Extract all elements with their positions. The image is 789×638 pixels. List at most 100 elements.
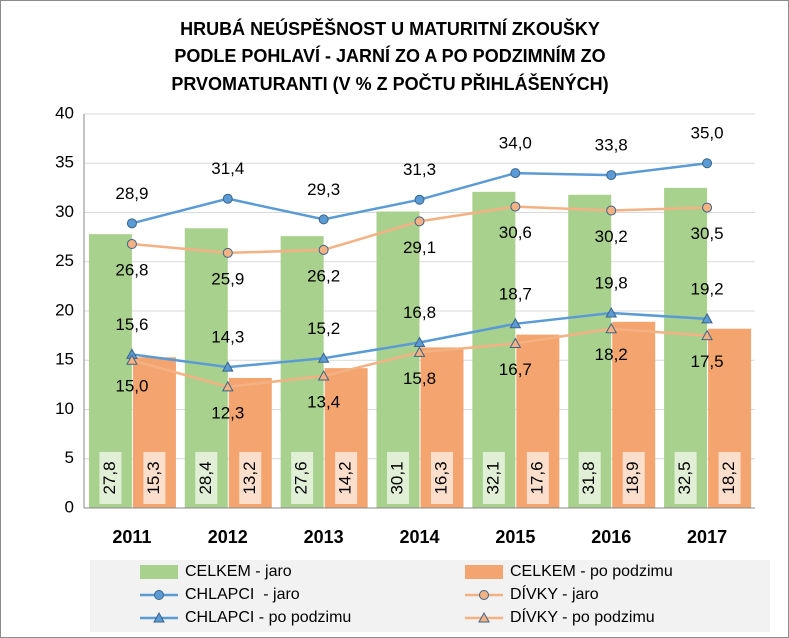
value-label: 16,7 <box>499 360 532 379</box>
value-label: 15,2 <box>307 319 340 338</box>
value-label: 13,4 <box>307 392 340 411</box>
y-tick-label: 40 <box>55 103 74 122</box>
value-label: 31,4 <box>211 159 244 178</box>
value-label-box <box>387 452 409 504</box>
value-label: 32,1 <box>483 461 502 494</box>
point <box>701 312 713 324</box>
chart-title: PRVOMATURANTI (V % Z POČTU PŘIHLÁŠENÝCH) <box>171 73 608 94</box>
point <box>221 380 234 392</box>
value-label: 12,3 <box>211 403 244 422</box>
point <box>509 337 522 349</box>
point <box>221 361 234 372</box>
point <box>510 201 521 212</box>
value-label-box <box>674 452 697 504</box>
value-label: 14,2 <box>336 461 355 494</box>
value-label: 15,6 <box>115 315 148 334</box>
value-label: 29,1 <box>403 238 436 257</box>
y-tick-label: 15 <box>55 350 74 369</box>
value-label: 18,7 <box>499 284 532 303</box>
y-tick-label: 0 <box>65 497 74 516</box>
point <box>126 218 137 229</box>
point <box>605 322 618 334</box>
value-label-box <box>99 452 122 504</box>
legend-box <box>90 560 770 632</box>
value-label-box <box>482 452 505 504</box>
point <box>126 354 138 365</box>
point <box>126 239 137 250</box>
legend-marker <box>479 590 489 600</box>
x-tick-label: 2012 <box>208 527 248 547</box>
value-label: 18,9 <box>623 461 642 494</box>
y-tick-label: 35 <box>55 153 74 172</box>
legend-label: CHLAPCI - jaro <box>185 586 300 603</box>
value-label: 18,2 <box>719 461 738 494</box>
value-label: 32,5 <box>675 461 694 494</box>
legend-label: CELKEM - jaro <box>185 563 292 580</box>
x-tick-label: 2016 <box>591 527 631 547</box>
value-label: 31,3 <box>403 160 436 179</box>
point <box>318 214 329 225</box>
legend-label: CHLAPCI - po podzimu <box>185 609 351 626</box>
value-label-box <box>239 452 262 504</box>
value-label: 28,9 <box>115 184 148 203</box>
x-tick-label: 2017 <box>687 527 727 547</box>
value-label: 26,8 <box>115 261 148 280</box>
value-label-box <box>143 452 166 504</box>
value-label: 31,8 <box>579 461 598 494</box>
y-tick-label: 10 <box>55 399 74 418</box>
point <box>606 170 617 181</box>
legend-label: DÍVKY - jaro <box>510 584 599 603</box>
chart-title: HRUBÁ NEÚSPĚŠNOST U MATURITNÍ ZKOUŠKY <box>180 18 600 39</box>
point <box>701 329 713 341</box>
value-label-box <box>578 452 601 504</box>
value-label: 26,2 <box>307 266 340 285</box>
legend-marker <box>153 611 165 623</box>
value-label: 19,8 <box>595 273 628 292</box>
value-label: 30,6 <box>499 223 532 242</box>
point <box>414 216 425 227</box>
value-label: 16,8 <box>403 303 436 322</box>
y-tick-label: 20 <box>55 300 74 319</box>
value-label: 17,5 <box>691 352 724 371</box>
point <box>318 244 329 255</box>
value-label-box <box>622 452 645 504</box>
x-tick-label: 2011 <box>112 527 151 547</box>
value-label: 33,8 <box>595 136 628 155</box>
value-label: 30,5 <box>691 224 724 243</box>
value-label: 30,1 <box>387 461 406 494</box>
value-label: 15,0 <box>115 377 148 396</box>
value-label: 15,3 <box>144 461 163 494</box>
point <box>510 168 521 179</box>
value-label: 25,9 <box>211 269 244 288</box>
value-label-box <box>291 452 314 504</box>
x-tick-label: 2014 <box>399 527 439 547</box>
value-label: 15,8 <box>403 369 436 388</box>
value-label-box <box>431 452 453 504</box>
value-label: 34,0 <box>499 134 532 153</box>
value-label: 27,6 <box>292 461 311 494</box>
point <box>222 247 233 258</box>
point <box>414 194 425 205</box>
point <box>605 306 618 318</box>
y-tick-label: 5 <box>65 448 74 467</box>
point <box>702 202 713 213</box>
y-tick-label: 25 <box>55 251 74 270</box>
value-label-box <box>195 452 218 504</box>
point <box>317 352 330 363</box>
chart-title: PODLE POHLAVÍ - JARNÍ ZO A PO PODZIMNÍM … <box>174 45 605 66</box>
value-label: 27,8 <box>100 461 119 494</box>
point <box>606 205 617 216</box>
value-label: 14,3 <box>211 328 244 347</box>
value-label: 17,6 <box>527 461 546 494</box>
point <box>317 369 330 381</box>
point <box>509 317 522 329</box>
legend-marker <box>154 590 164 600</box>
value-label: 16,3 <box>431 461 450 494</box>
value-label-box <box>718 452 741 504</box>
x-tick-label: 2013 <box>304 527 344 547</box>
value-label-box <box>526 452 549 504</box>
legend-swatch <box>140 565 178 579</box>
legend-label: DÍVKY - po podzimu <box>510 607 655 626</box>
